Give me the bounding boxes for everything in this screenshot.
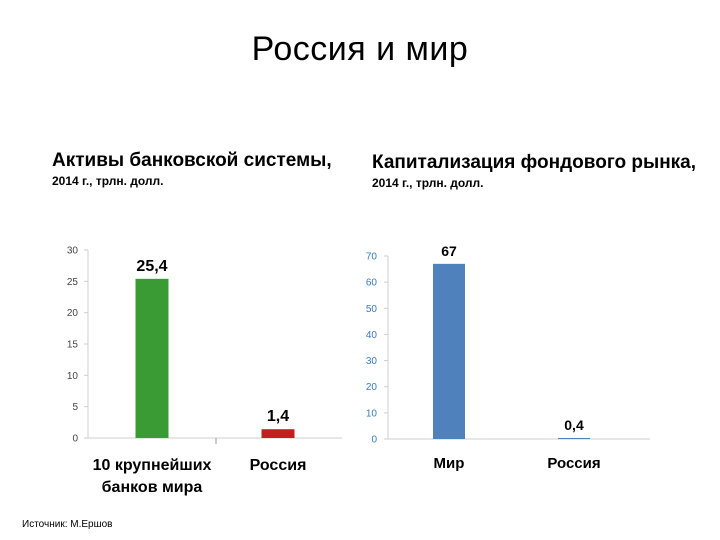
chart2-title: Капитализация фондового рынка, <box>372 152 697 173</box>
chart1-y-tick-label: 5 <box>72 402 78 413</box>
chart1-category-label-2: Россия <box>250 457 307 474</box>
chart1-y-tick-label: 20 <box>67 308 79 319</box>
chart1-data-label-2: 1,4 <box>267 408 289 425</box>
slide-title: Россия и мир <box>251 30 469 68</box>
chart1-bar-2 <box>261 429 295 438</box>
chart1-y-tick-label: 10 <box>67 371 79 382</box>
chart2-y-tick-label: 20 <box>366 382 378 393</box>
chart2-y-tick-label: 40 <box>366 330 378 341</box>
chart2-category-label-1: Мир <box>434 455 465 472</box>
chart1-plot: 0 5 10 15 20 25 30 25,4 10 крупнейших банков мира… <box>67 246 342 496</box>
chart1-category-label-1: банков мира <box>102 479 203 496</box>
chart2-data-label-1: 67 <box>441 243 457 259</box>
chart1-y-tick-label: 15 <box>67 340 79 351</box>
chart2-y-tick-label: 60 <box>366 278 378 289</box>
chart1-subtitle: 2014 г., трлн. долл. <box>52 174 164 188</box>
chart2-y-tick-label: 50 <box>366 304 378 315</box>
chart2-bar-1 <box>433 263 465 439</box>
chart2-plot: 0 10 20 30 40 50 60 70 67 Мир 0,4 Россия <box>366 243 650 472</box>
chart2-y-tick-label: 10 <box>366 408 378 419</box>
chart2-y-tick-label: 0 <box>371 435 377 446</box>
chart2-subtitle: 2014 г., трлн. долл. <box>372 176 484 190</box>
chart1-data-label-1: 25,4 <box>136 258 167 275</box>
source-note: Источник: М.Ершов <box>22 519 113 530</box>
chart2-category-label-2: Россия <box>547 455 600 472</box>
chart2-data-label-2: 0,4 <box>564 417 584 433</box>
chart2-y-tick-label: 70 <box>366 252 378 263</box>
chart1-y-tick-label: 0 <box>72 434 78 445</box>
chart1-bar-1 <box>135 278 169 438</box>
chart1-y-tick-label: 25 <box>67 277 79 288</box>
chart2-bar-2 <box>558 437 590 439</box>
chart1-category-label-1: 10 крупнейших <box>93 457 212 474</box>
chart1-title: Активы банковской системы, <box>52 150 332 171</box>
chart1-y-tick-label: 30 <box>67 246 79 257</box>
chart2-y-tick-label: 30 <box>366 356 378 367</box>
